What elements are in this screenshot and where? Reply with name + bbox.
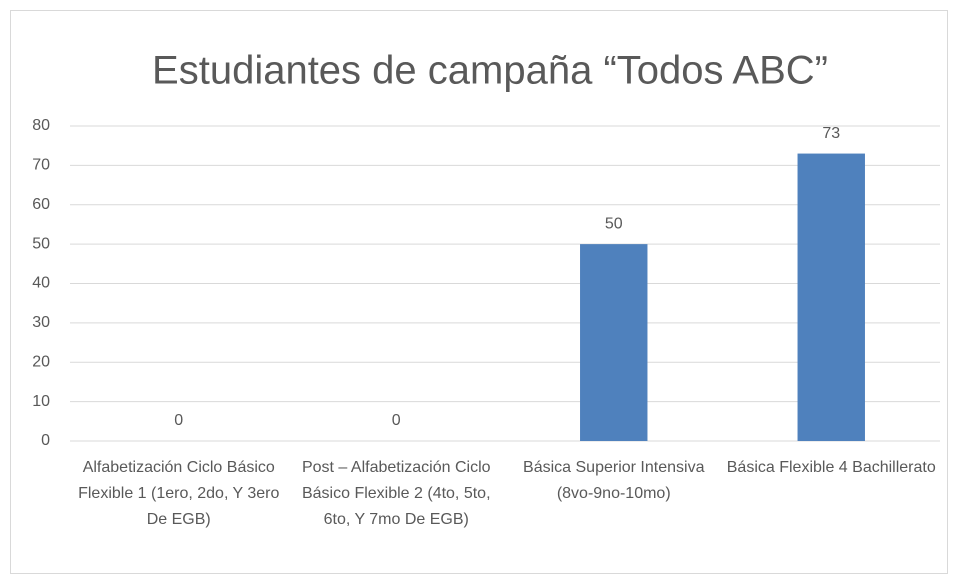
- data-label: 0: [174, 412, 183, 429]
- y-tick-label: 50: [32, 235, 50, 252]
- y-tick-label: 10: [32, 393, 50, 410]
- y-tick-label: 0: [41, 432, 50, 449]
- chart-frame: [10, 10, 948, 574]
- data-label: 0: [392, 412, 401, 429]
- x-tick-label: Alfabetización Ciclo Básico Flexible 1 (…: [78, 459, 284, 528]
- bar: [580, 244, 648, 441]
- x-tick-label: Básica Flexible 4 Bachillerato: [726, 459, 936, 476]
- data-label: 73: [822, 125, 840, 142]
- y-tick-label: 30: [32, 314, 50, 331]
- y-tick-label: 60: [32, 196, 50, 213]
- x-tick-label: Básica Superior Intensiva (8vo-9no-10mo): [523, 459, 718, 502]
- bar: [797, 153, 865, 441]
- y-tick-label: 20: [32, 353, 50, 370]
- x-tick-label: Post – Alfabetización Ciclo Básico Flexi…: [301, 459, 495, 528]
- y-tick-label: 40: [32, 275, 50, 292]
- y-tick-label: 70: [32, 157, 50, 174]
- y-tick-label: 80: [32, 117, 50, 134]
- data-label: 50: [605, 215, 623, 232]
- chart-title: Estudiantes de campaña “Todos ABC”: [152, 49, 828, 93]
